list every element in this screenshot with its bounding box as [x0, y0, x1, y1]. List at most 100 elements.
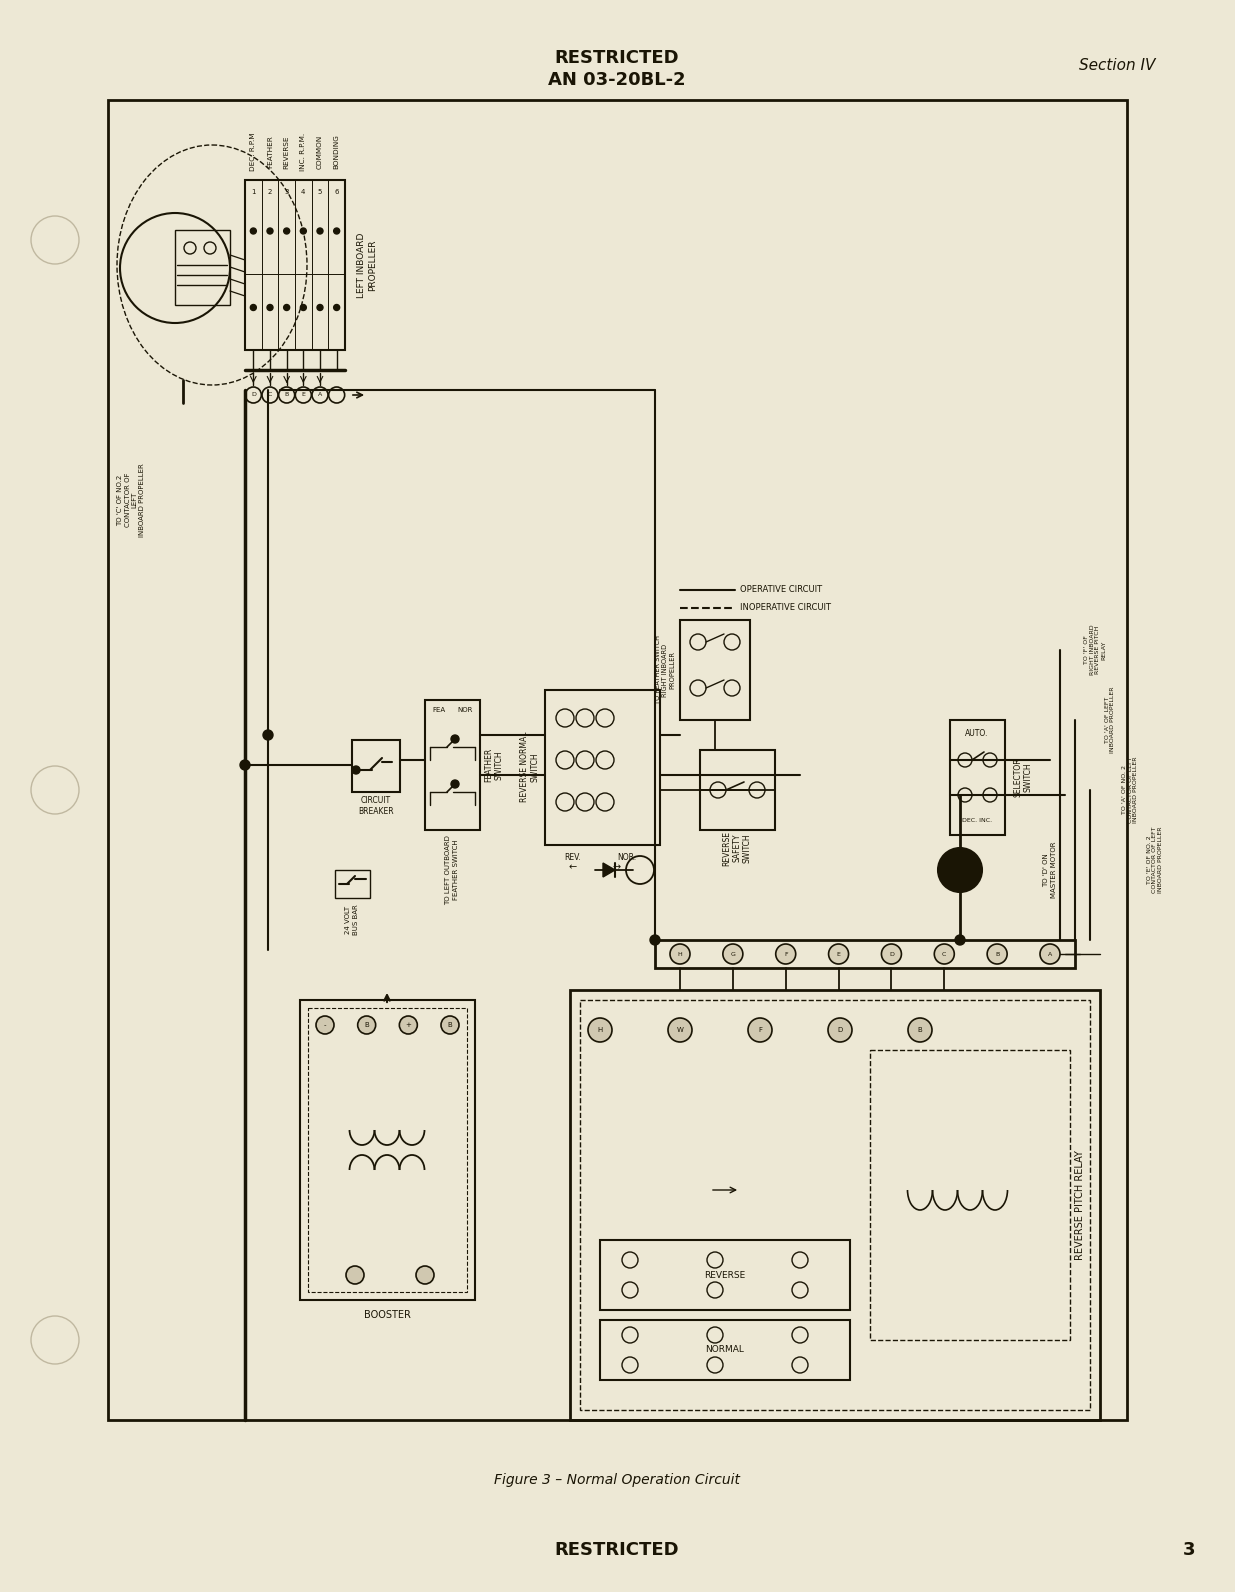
Circle shape: [267, 304, 273, 310]
Text: INC. R.P.M.: INC. R.P.M.: [300, 134, 306, 170]
Circle shape: [399, 1016, 417, 1033]
Text: TO 'A' OF NO. 2
CONTACTOR OF LEFT
INBOARD PROPELLER: TO 'A' OF NO. 2 CONTACTOR OF LEFT INBOAR…: [1121, 756, 1139, 823]
Text: 1: 1: [251, 189, 256, 194]
Text: W: W: [677, 1027, 683, 1033]
Text: B: B: [918, 1027, 923, 1033]
Text: 6: 6: [335, 189, 338, 194]
Circle shape: [31, 766, 79, 814]
Bar: [869, 1051, 1070, 1340]
Text: F: F: [784, 952, 788, 957]
Text: 24 VOLT
BUS BAR: 24 VOLT BUS BAR: [346, 904, 358, 936]
Circle shape: [882, 944, 902, 965]
Circle shape: [776, 944, 795, 965]
Text: TO 'D' ON
MASTER MOTOR: TO 'D' ON MASTER MOTOR: [1044, 842, 1056, 898]
Circle shape: [671, 944, 690, 965]
Text: BONDING: BONDING: [333, 135, 340, 169]
Circle shape: [284, 228, 290, 234]
Bar: [700, 750, 776, 829]
Circle shape: [955, 935, 965, 946]
Text: TO 'E' OF NO. 2
CONTACTOR OF LEFT
INBOARD PROPELLER: TO 'E' OF NO. 2 CONTACTOR OF LEFT INBOAR…: [1147, 826, 1163, 893]
Circle shape: [317, 228, 324, 234]
Circle shape: [240, 759, 249, 771]
Text: E: E: [836, 952, 841, 957]
Circle shape: [1040, 944, 1060, 965]
Text: ←: ←: [569, 861, 577, 872]
Circle shape: [346, 1266, 364, 1285]
Circle shape: [829, 944, 848, 965]
Text: Section IV: Section IV: [1078, 57, 1155, 73]
Text: A: A: [1047, 952, 1052, 957]
Circle shape: [251, 304, 257, 310]
Text: Figure 3 – Normal Operation Circuit: Figure 3 – Normal Operation Circuit: [494, 1473, 740, 1487]
Circle shape: [317, 304, 324, 310]
Circle shape: [722, 944, 743, 965]
Text: AUTO.: AUTO.: [966, 729, 989, 739]
Bar: [600, 1240, 850, 1310]
Bar: [175, 229, 230, 306]
Text: C: C: [942, 952, 946, 957]
Bar: [655, 939, 1074, 968]
Bar: [245, 180, 345, 350]
Bar: [600, 1320, 850, 1380]
Circle shape: [827, 1017, 852, 1043]
Bar: [580, 1000, 1091, 1411]
Text: REVERSE
SAFETY
SWITCH: REVERSE SAFETY SWITCH: [722, 831, 752, 866]
Bar: [107, 100, 1128, 1420]
Text: CIRCUIT
BREAKER: CIRCUIT BREAKER: [358, 796, 394, 815]
Text: A: A: [317, 393, 322, 398]
Text: TO 'F' OF
RIGHT INBOARD
REVERSE PITCH
RELAY: TO 'F' OF RIGHT INBOARD REVERSE PITCH RE…: [1084, 624, 1107, 675]
Circle shape: [935, 944, 955, 965]
Text: B: B: [447, 1022, 452, 1028]
Circle shape: [31, 217, 79, 264]
Text: 3: 3: [1182, 1541, 1195, 1559]
Text: DEC. INC.: DEC. INC.: [962, 818, 992, 823]
Circle shape: [650, 935, 659, 946]
Text: FEATHER
SWITCH: FEATHER SWITCH: [484, 748, 504, 782]
Circle shape: [263, 731, 273, 740]
Text: NORMAL: NORMAL: [705, 1345, 745, 1355]
Bar: [425, 700, 480, 829]
Text: B: B: [995, 952, 999, 957]
Text: D: D: [889, 952, 894, 957]
Text: TO 'A' OF LEFT
INBOARD PROPELLER: TO 'A' OF LEFT INBOARD PROPELLER: [1104, 686, 1115, 753]
Circle shape: [588, 1017, 613, 1043]
Bar: [352, 740, 400, 791]
Text: 5: 5: [317, 189, 322, 194]
Text: E: E: [301, 393, 305, 398]
Circle shape: [358, 1016, 375, 1033]
Text: +: +: [405, 1022, 411, 1028]
Text: REVERSE NORMAL
SWITCH: REVERSE NORMAL SWITCH: [520, 732, 540, 802]
Text: D: D: [251, 393, 256, 398]
Circle shape: [451, 736, 459, 743]
Text: C: C: [268, 393, 272, 398]
Text: REVERSE: REVERSE: [284, 135, 290, 169]
Text: COMMON: COMMON: [317, 135, 324, 169]
Bar: [950, 720, 1005, 834]
Text: →: →: [613, 861, 621, 872]
Text: AN 03-20BL-2: AN 03-20BL-2: [548, 72, 685, 89]
Text: B: B: [364, 1022, 369, 1028]
Text: F: F: [758, 1027, 762, 1033]
Text: NOR.: NOR.: [618, 852, 636, 861]
Text: 3: 3: [284, 189, 289, 194]
Text: INOPERATIVE CIRCUIT: INOPERATIVE CIRCUIT: [740, 603, 831, 613]
Text: REVERSE PITCH RELAY: REVERSE PITCH RELAY: [1074, 1149, 1086, 1259]
Circle shape: [284, 304, 290, 310]
Text: NOR: NOR: [457, 707, 473, 713]
Text: H: H: [598, 1027, 603, 1033]
Polygon shape: [603, 863, 615, 877]
Circle shape: [748, 1017, 772, 1043]
Circle shape: [668, 1017, 692, 1043]
Circle shape: [31, 1317, 79, 1364]
Text: FEATHER: FEATHER: [267, 135, 273, 169]
Circle shape: [333, 304, 340, 310]
Circle shape: [333, 228, 340, 234]
Text: LEFT INBOARD
PROPELLER: LEFT INBOARD PROPELLER: [357, 232, 377, 298]
Bar: [308, 1008, 467, 1293]
Text: RESTRICTED: RESTRICTED: [555, 1541, 679, 1559]
Text: H: H: [678, 952, 683, 957]
Circle shape: [267, 228, 273, 234]
Text: RESTRICTED: RESTRICTED: [555, 49, 679, 67]
Text: SELECTOR
SWITCH: SELECTOR SWITCH: [1013, 758, 1032, 798]
Text: DEC. R.P.M: DEC. R.P.M: [251, 132, 257, 172]
